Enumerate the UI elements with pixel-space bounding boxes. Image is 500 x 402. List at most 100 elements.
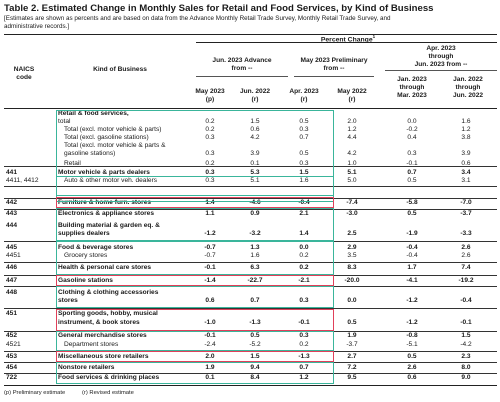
- percent-value-cell: 1.6: [250, 252, 260, 259]
- highlight-box-gasoline: [56, 275, 334, 286]
- kind-of-business-cell: Retail: [64, 160, 81, 167]
- footnote-revised: (r) Revised estimate: [82, 390, 134, 396]
- percent-value-cell: 0.3: [299, 332, 309, 339]
- kind-of-business-header: Kind of Business: [93, 66, 147, 73]
- percent-value-cell: 2.0: [347, 118, 357, 125]
- percent-value-cell: -22.7: [247, 277, 263, 284]
- kind-of-business-cell: Miscellaneous store retailers: [58, 353, 149, 360]
- percent-value-cell: -1.0: [204, 319, 216, 326]
- percent-value-cell: 0.2: [299, 252, 309, 259]
- kind-of-business-cell: gasoline stations): [64, 150, 116, 157]
- percent-value-cell: 0.6: [250, 126, 260, 133]
- group-advance-header: Jun. 2023 Advance from --: [212, 57, 272, 72]
- percent-value-cell: 3.9: [250, 150, 260, 157]
- percent-value-cell: 5.3: [250, 169, 260, 176]
- group-prelim-rule: [294, 76, 374, 77]
- highlight-box-general-merch: [56, 331, 334, 351]
- header-top-rule: [4, 34, 497, 35]
- row-divider: [4, 373, 497, 374]
- naics-code-cell: 445: [6, 244, 18, 251]
- row-divider: [4, 209, 497, 210]
- percent-value-cell: 4.2: [347, 150, 357, 157]
- percent-value-cell: 1.2: [461, 126, 471, 133]
- percent-value-cell: 0.3: [205, 150, 215, 157]
- percent-value-cell: 5.1: [347, 169, 357, 176]
- percent-value-cell: -3.3: [460, 230, 472, 237]
- highlight-box-totals: [56, 110, 334, 202]
- percent-value-cell: 3.5: [347, 252, 357, 259]
- percent-value-cell: 0.2: [299, 264, 309, 271]
- percent-value-cell: 0.3: [407, 150, 417, 157]
- highlight-box-food-health: [56, 241, 334, 275]
- col-apr2023-header: Apr. 2023 (r): [289, 88, 319, 103]
- col-jun2022-header: Jun. 2022 (r): [239, 88, 271, 103]
- percent-value-cell: 2.6: [461, 252, 471, 259]
- percent-value-cell: 2.9: [347, 244, 357, 251]
- percent-value-cell: 0.3: [205, 134, 215, 141]
- highlight-box-clothing: [56, 286, 334, 308]
- percent-value-cell: 0.7: [299, 364, 309, 371]
- percent-value-cell: 1.1: [205, 210, 215, 217]
- percent-value-cell: -2.4: [204, 341, 216, 348]
- kind-of-business-cell: Total (excl. gasoline stations): [64, 134, 149, 141]
- kind-of-business-cell: Motor vehicle & parts dealers: [58, 169, 150, 176]
- kind-of-business-cell: Building material & garden eq. &: [58, 222, 160, 229]
- percent-value-cell: 0.0: [407, 118, 417, 125]
- percent-value-cell: 0.7: [299, 134, 309, 141]
- percent-value-cell: -0.1: [298, 319, 310, 326]
- table-subtitle: [Estimates are shown as percents and are…: [4, 15, 391, 30]
- header-bottom-rule: [4, 108, 497, 109]
- naics-code-cell: 4521: [6, 341, 21, 348]
- percent-value-cell: 0.5: [299, 150, 309, 157]
- percent-value-cell: -0.4: [406, 252, 418, 259]
- percent-value-cell: 0.7: [407, 169, 417, 176]
- kind-of-business-cell: Auto & other motor veh. dealers: [64, 177, 158, 184]
- percent-value-cell: 1.5: [250, 353, 260, 360]
- kind-of-business-cell: Gasoline stations: [58, 277, 113, 284]
- percent-value-cell: 1.0: [347, 160, 357, 167]
- kind-of-business-cell: Health & personal care stores: [58, 264, 152, 271]
- group-apr-rule: [385, 70, 497, 71]
- row-divider: [4, 198, 497, 199]
- naics-code-cell: 453: [6, 353, 18, 360]
- percent-value-cell: 0.3: [205, 177, 215, 184]
- kind-of-business-cell: Department stores: [64, 341, 119, 348]
- naics-code-cell: 441: [6, 169, 18, 176]
- percent-value-cell: 2.5: [347, 230, 357, 237]
- percent-value-cell: 0.3: [299, 126, 309, 133]
- footnote-preliminary: (p) Preliminary estimate: [4, 390, 66, 396]
- kind-of-business-cell: Sporting goods, hobby, musical: [58, 310, 158, 317]
- percent-value-cell: 2.6: [407, 364, 417, 371]
- percent-value-cell: -3.7: [460, 210, 472, 217]
- percent-value-cell: 0.3: [205, 169, 215, 176]
- percent-value-cell: -0.1: [204, 264, 216, 271]
- col-janmar-header: Jan. 2023 through Mar. 2023: [397, 76, 427, 99]
- naics-code-cell: 448: [6, 289, 18, 296]
- kind-of-business-cell: Furniture & home furn. stores: [58, 199, 152, 206]
- percent-value-cell: 0.5: [347, 319, 357, 326]
- percent-value-cell: 0.6: [407, 374, 417, 381]
- kind-of-business-cell: Total (excl. motor vehicle & parts): [64, 126, 162, 133]
- percent-value-cell: 9.5: [347, 374, 357, 381]
- percent-value-cell: 0.2: [205, 160, 215, 167]
- kind-of-business-cell: stores: [58, 297, 78, 304]
- percent-value-cell: 5.1: [250, 177, 260, 184]
- percent-value-cell: 0.0: [299, 244, 309, 251]
- percent-value-cell: -4.2: [460, 341, 472, 348]
- highlight-box-motor-vehicle: [56, 176, 334, 196]
- percent-value-cell: -2.1: [298, 277, 310, 284]
- highlight-box-misc: [56, 351, 334, 362]
- row-divider: [4, 262, 497, 263]
- naics-code-cell: 4451: [6, 252, 21, 259]
- naics-code-cell: 454: [6, 364, 18, 371]
- percent-value-cell: -1.9: [406, 230, 418, 237]
- percent-value-cell: 0.2: [205, 118, 215, 125]
- naics-code-cell: 447: [6, 277, 18, 284]
- col-may2023-header: May 2023 (p): [195, 88, 225, 103]
- percent-value-cell: 0.0: [347, 297, 357, 304]
- percent-value-cell: 0.3: [299, 160, 309, 167]
- naics-code-cell: 442: [6, 199, 18, 206]
- group-prelim-header: May 2023 Preliminary from --: [300, 57, 368, 72]
- percent-value-cell: 0.5: [407, 353, 417, 360]
- col-may2022-header: May 2022 (r): [337, 88, 367, 103]
